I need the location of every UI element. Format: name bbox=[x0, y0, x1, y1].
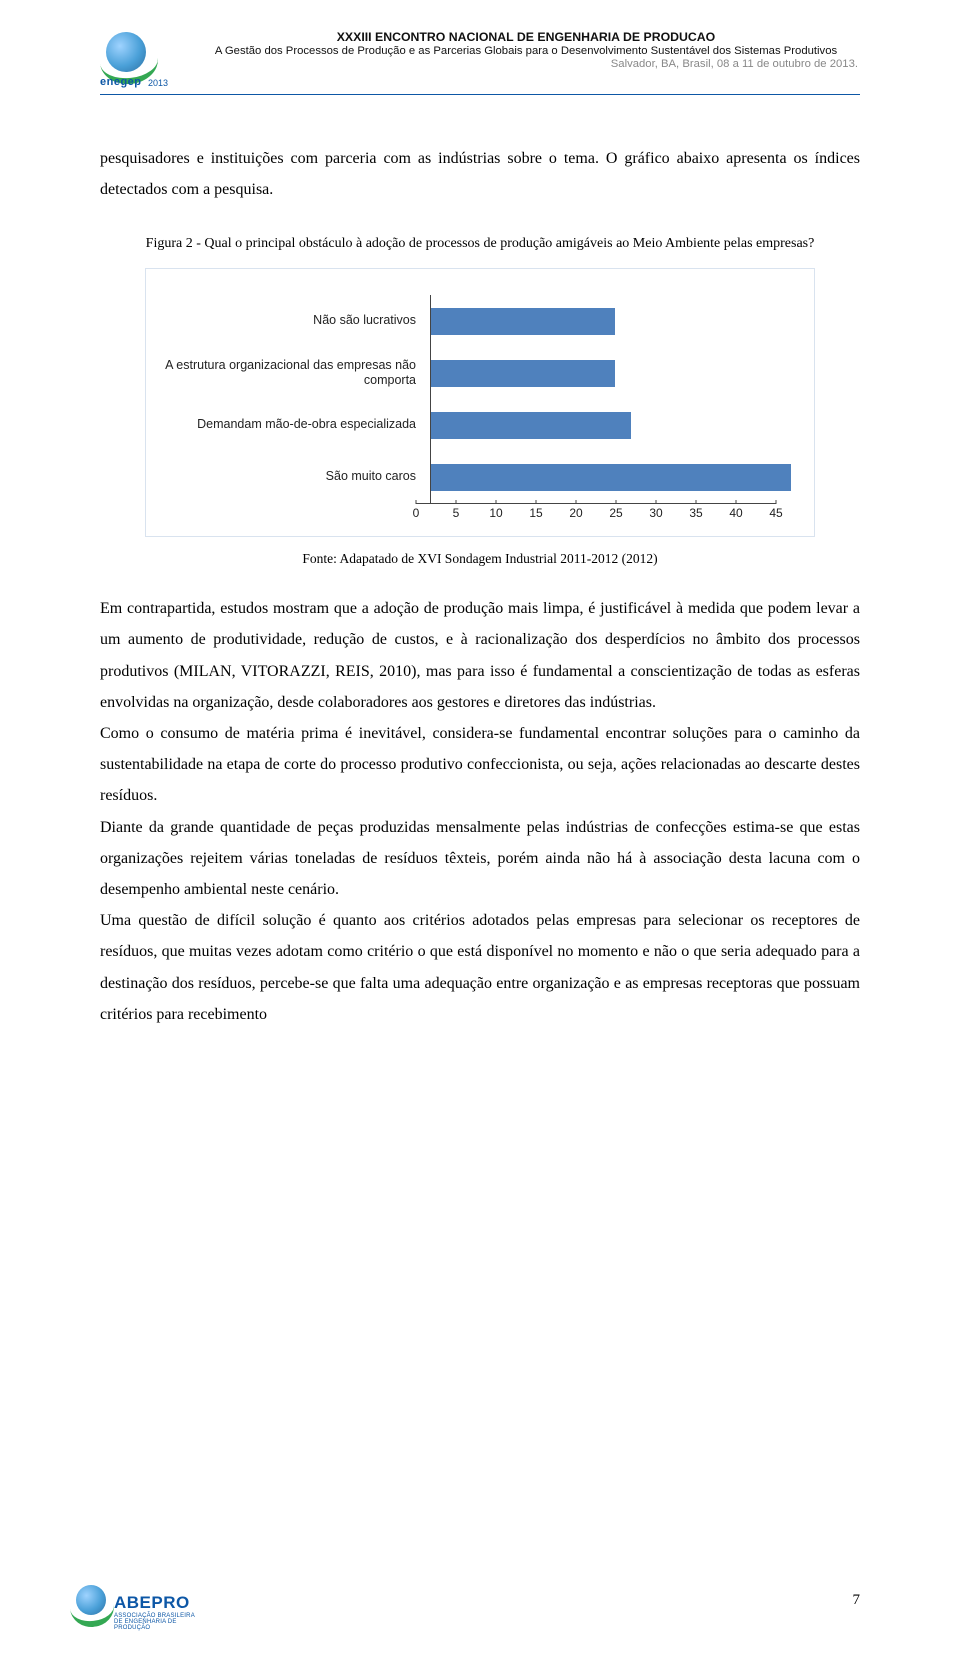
header-line-2: A Gestão dos Processos de Produção e as … bbox=[192, 45, 860, 59]
chart-tick-mark bbox=[696, 500, 697, 504]
chart-tick-label: 40 bbox=[729, 506, 742, 520]
abepro-logo: ABEPRO ASSOCIAÇÃO BRASILEIRA DE ENGENHAR… bbox=[70, 1585, 200, 1629]
chart-tick-label: 0 bbox=[413, 506, 420, 520]
chart-tick-mark bbox=[456, 500, 457, 504]
chart-tick-label: 30 bbox=[649, 506, 662, 520]
chart-plot-area bbox=[430, 295, 796, 347]
chart-category-label: A estrutura organizacional das empresas … bbox=[156, 358, 430, 389]
enegep-logo: enegep 2013 bbox=[100, 30, 180, 88]
chart-tick-mark bbox=[776, 500, 777, 504]
chart-tick-mark bbox=[656, 500, 657, 504]
page: enegep 2013 XXXIII ENCONTRO NACIONAL DE … bbox=[0, 0, 960, 1657]
chart-row: A estrutura organizacional das empresas … bbox=[156, 347, 796, 399]
chart-tick-label: 5 bbox=[453, 506, 460, 520]
swoosh-icon bbox=[68, 1585, 116, 1629]
paragraph-4: Diante da grande quantidade de peças pro… bbox=[100, 812, 860, 906]
paragraph-5: Uma questão de difícil solução é quanto … bbox=[100, 905, 860, 1030]
chart-bar bbox=[431, 308, 615, 335]
header-line-3: Salvador, BA, Brasil, 08 a 11 de outubro… bbox=[192, 58, 860, 72]
chart-plot-area bbox=[430, 347, 796, 399]
chart-tick-label: 10 bbox=[489, 506, 502, 520]
page-header: enegep 2013 XXXIII ENCONTRO NACIONAL DE … bbox=[100, 30, 860, 88]
obstacles-chart: Não são lucrativos A estrutura organizac… bbox=[145, 268, 815, 537]
chart-row: Demandam mão-de-obra especializada bbox=[156, 399, 796, 451]
chart-category-label: Não são lucrativos bbox=[156, 313, 430, 329]
chart-tick-label: 20 bbox=[569, 506, 582, 520]
chart-category-label: Demandam mão-de-obra especializada bbox=[156, 417, 430, 433]
figure-source: Fonte: Adapatado de XVI Sondagem Industr… bbox=[100, 551, 860, 567]
chart-tick-mark bbox=[536, 500, 537, 504]
paragraph-1: pesquisadores e instituições com parceri… bbox=[100, 143, 860, 205]
chart-bar bbox=[431, 412, 631, 439]
chart-row: Não são lucrativos bbox=[156, 295, 796, 347]
header-line-1: XXXIII ENCONTRO NACIONAL DE ENGENHARIA D… bbox=[192, 30, 860, 45]
chart-tick-mark bbox=[616, 500, 617, 504]
header-rule bbox=[100, 94, 860, 95]
logo-year: 2013 bbox=[148, 78, 168, 88]
footer-logo-text: ABEPRO bbox=[114, 1593, 190, 1613]
chart-x-ticks: 0 5 10 15 20 25 30 35 40 45 bbox=[416, 504, 776, 526]
paragraph-2: Em contrapartida, estudos mostram que a … bbox=[100, 593, 860, 718]
chart-bar bbox=[431, 464, 791, 491]
header-text: XXXIII ENCONTRO NACIONAL DE ENGENHARIA D… bbox=[192, 30, 860, 72]
logo-text: enegep bbox=[100, 76, 142, 88]
chart-tick-label: 25 bbox=[609, 506, 622, 520]
paragraph-3: Como o consumo de matéria prima é inevit… bbox=[100, 718, 860, 812]
chart-row: São muito caros bbox=[156, 451, 796, 503]
chart-bar bbox=[431, 360, 615, 387]
chart-tick-mark bbox=[496, 500, 497, 504]
chart-area: Não são lucrativos A estrutura organizac… bbox=[156, 295, 796, 526]
chart-tick-label: 15 bbox=[529, 506, 542, 520]
chart-tick-label: 45 bbox=[769, 506, 782, 520]
page-number: 7 bbox=[853, 1592, 861, 1609]
chart-category-label: São muito caros bbox=[156, 469, 430, 485]
chart-tick-mark bbox=[736, 500, 737, 504]
chart-tick-label: 35 bbox=[689, 506, 702, 520]
chart-tick-mark bbox=[416, 500, 417, 504]
chart-plot-area bbox=[430, 399, 796, 451]
chart-plot-area bbox=[430, 451, 796, 503]
chart-tick-mark bbox=[576, 500, 577, 504]
footer-logo-sub: ASSOCIAÇÃO BRASILEIRA DE ENGENHARIA DE P… bbox=[114, 1613, 200, 1631]
figure-caption: Figura 2 - Qual o principal obstáculo à … bbox=[100, 235, 860, 254]
